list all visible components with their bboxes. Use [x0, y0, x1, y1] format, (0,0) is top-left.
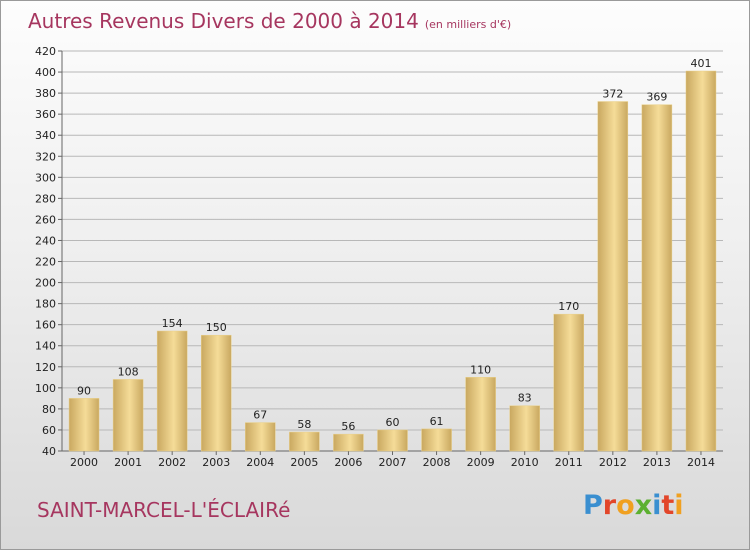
x-tick-label: 2009	[467, 456, 495, 469]
y-tick-label: 340	[35, 129, 56, 142]
y-tick-label: 280	[35, 192, 56, 205]
y-tick-label: 200	[35, 277, 56, 290]
data-label: 110	[470, 363, 491, 376]
bar	[553, 313, 585, 452]
data-label: 401	[690, 57, 711, 70]
bar	[509, 405, 540, 452]
logo-letter: o	[616, 490, 635, 521]
x-tick-label: 2005	[290, 456, 318, 469]
y-tick-label: 220	[35, 256, 56, 269]
y-tick-label: 60	[42, 424, 56, 437]
y-tick-label: 140	[35, 340, 56, 353]
data-label: 58	[297, 418, 311, 431]
bar	[245, 422, 276, 452]
logo-letter: P	[583, 490, 603, 521]
data-label: 56	[341, 420, 355, 433]
bar	[421, 428, 452, 452]
data-label: 150	[206, 321, 227, 334]
data-label: 60	[386, 416, 400, 429]
logo-letter: i	[652, 490, 662, 521]
x-tick-label: 2004	[246, 456, 274, 469]
bar	[465, 377, 496, 452]
chart-title: Autres Revenus Divers de 2000 à 2014 (en …	[28, 9, 511, 33]
x-tick-label: 2011	[555, 456, 583, 469]
data-label: 372	[602, 88, 623, 101]
data-label: 83	[518, 392, 532, 405]
data-label: 67	[253, 409, 267, 422]
y-tick-label: 400	[35, 66, 56, 79]
y-tick-label: 260	[35, 213, 56, 226]
proxiti-logo[interactable]: Proxiti	[583, 490, 684, 521]
y-tick-label: 180	[35, 298, 56, 311]
chart-subtitle: (en milliers d'€)	[424, 18, 512, 31]
data-label: 170	[558, 300, 579, 313]
y-tick-label: 100	[35, 382, 56, 395]
logo-letter: r	[602, 490, 617, 521]
y-tick-label: 160	[35, 319, 56, 332]
x-tick-label: 2013	[643, 456, 671, 469]
bar	[68, 398, 100, 452]
chart-title-text: Autres Revenus Divers de 2000 à 2014	[28, 9, 419, 33]
data-labels: 90 108 154 150 67 58 56 60 61 110 83 170 372 369 401	[77, 57, 711, 433]
data-label: 154	[162, 317, 183, 330]
y-tick-label: 380	[35, 87, 56, 100]
y-tick-label: 80	[42, 403, 56, 416]
bar	[289, 431, 320, 452]
logo-letter: i	[674, 490, 684, 521]
data-label: 369	[646, 91, 667, 104]
bar	[377, 429, 408, 452]
bar	[200, 334, 232, 452]
data-label: 61	[430, 415, 444, 428]
bar	[112, 379, 144, 452]
y-tick-label: 360	[35, 108, 56, 121]
y-tick-label: 320	[35, 150, 56, 163]
y-tick-label: 40	[42, 445, 56, 458]
y-tick-label: 120	[35, 361, 56, 374]
bars	[68, 70, 717, 452]
logo-letter: t	[661, 490, 675, 521]
axes: 40 60 80 100 120 140 160 180 200 220 240 260 280 300 3…	[35, 45, 723, 469]
x-tick-label: 2008	[423, 456, 451, 469]
data-label: 90	[77, 384, 91, 397]
bar	[641, 104, 673, 452]
bar	[333, 433, 364, 452]
x-tick-label: 2002	[158, 456, 186, 469]
bar	[156, 330, 188, 452]
bar	[685, 70, 717, 452]
x-tick-label: 2000	[70, 456, 98, 469]
x-tick-label: 2012	[599, 456, 627, 469]
y-tick-label: 240	[35, 234, 56, 247]
logo-letter: x	[634, 490, 653, 521]
bar	[597, 101, 629, 452]
x-tick-label: 2003	[202, 456, 230, 469]
commune-name: SAINT-MARCEL-L'ÉCLAIRé	[37, 498, 291, 522]
data-label: 108	[118, 365, 139, 378]
x-tick-label: 2010	[511, 456, 539, 469]
x-tick-label: 2006	[334, 456, 362, 469]
x-tick-label: 2007	[379, 456, 407, 469]
x-tick-label: 2014	[687, 456, 715, 469]
y-tick-label: 300	[35, 171, 56, 184]
x-tick-label: 2001	[114, 456, 142, 469]
y-tick-label: 420	[35, 45, 56, 58]
